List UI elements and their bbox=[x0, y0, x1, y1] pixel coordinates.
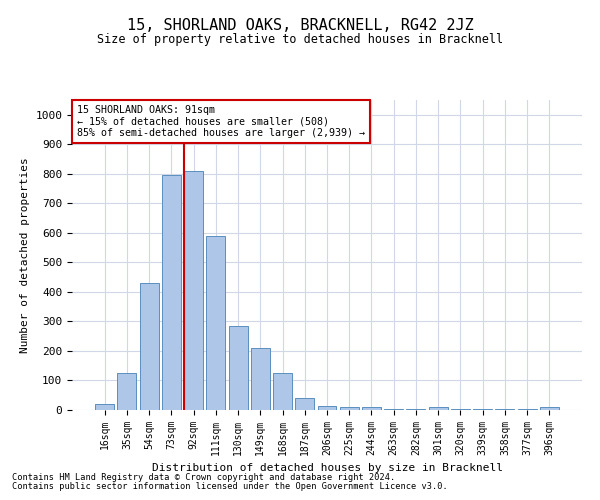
Bar bbox=[540, 407, 559, 410]
Bar bbox=[340, 407, 359, 410]
Bar bbox=[140, 283, 158, 410]
Text: 15, SHORLAND OAKS, BRACKNELL, RG42 2JZ: 15, SHORLAND OAKS, BRACKNELL, RG42 2JZ bbox=[127, 18, 473, 32]
Bar bbox=[206, 236, 225, 410]
Bar bbox=[496, 408, 514, 410]
Bar bbox=[251, 348, 270, 410]
Text: Contains public sector information licensed under the Open Government Licence v3: Contains public sector information licen… bbox=[12, 482, 448, 491]
Bar bbox=[229, 326, 248, 410]
Bar bbox=[95, 404, 114, 410]
Text: 15 SHORLAND OAKS: 91sqm
← 15% of detached houses are smaller (508)
85% of semi-d: 15 SHORLAND OAKS: 91sqm ← 15% of detache… bbox=[77, 104, 365, 138]
Bar bbox=[451, 408, 470, 410]
Bar bbox=[317, 406, 337, 410]
Bar bbox=[473, 408, 492, 410]
Bar bbox=[162, 176, 181, 410]
Bar bbox=[118, 373, 136, 410]
Bar bbox=[406, 408, 425, 410]
Text: Contains HM Land Registry data © Crown copyright and database right 2024.: Contains HM Land Registry data © Crown c… bbox=[12, 473, 395, 482]
Bar bbox=[295, 398, 314, 410]
X-axis label: Distribution of detached houses by size in Bracknell: Distribution of detached houses by size … bbox=[151, 464, 503, 473]
Bar bbox=[362, 407, 381, 410]
Text: Size of property relative to detached houses in Bracknell: Size of property relative to detached ho… bbox=[97, 32, 503, 46]
Bar bbox=[184, 171, 203, 410]
Y-axis label: Number of detached properties: Number of detached properties bbox=[20, 157, 30, 353]
Bar bbox=[518, 408, 536, 410]
Bar bbox=[429, 407, 448, 410]
Bar bbox=[384, 408, 403, 410]
Bar bbox=[273, 373, 292, 410]
